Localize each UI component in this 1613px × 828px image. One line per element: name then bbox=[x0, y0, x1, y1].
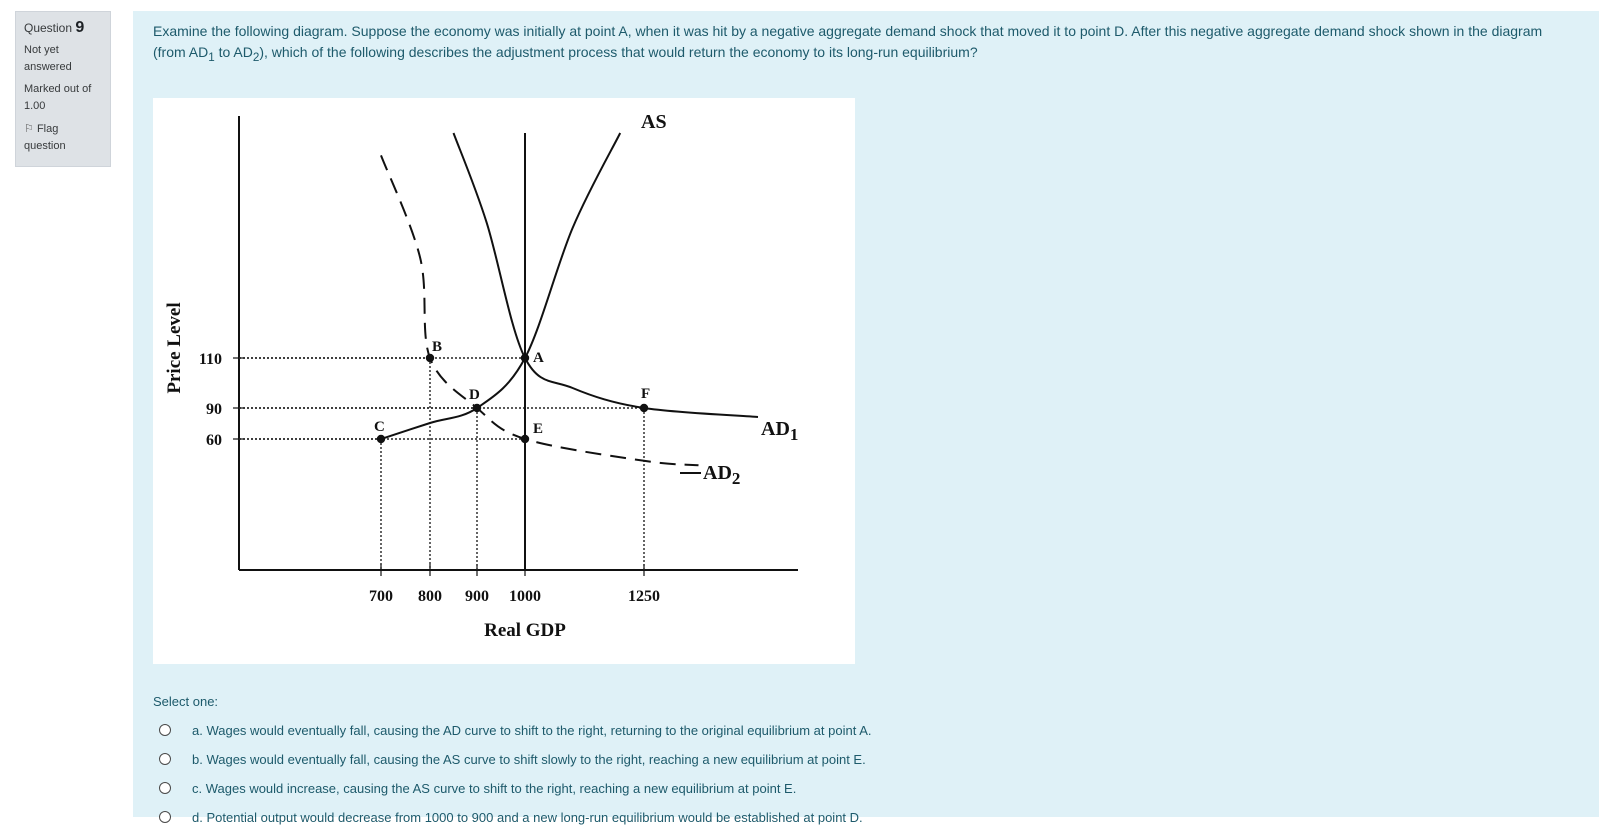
question-status: Not yet answered bbox=[24, 44, 72, 73]
curve-label-ad1: AD1 bbox=[761, 418, 798, 444]
y-tick-label: 110 bbox=[199, 351, 222, 368]
curve-label-as: AS bbox=[641, 111, 667, 133]
question-content: Examine the following diagram. Suppose t… bbox=[133, 11, 1599, 825]
flag-question-button[interactable]: ⚐ Flag question bbox=[24, 121, 102, 155]
answer-option-b-label: b. Wages would eventually fall, causing … bbox=[192, 751, 866, 767]
point-b bbox=[425, 353, 435, 363]
ad-as-diagram: Price Level Real GDP 700 800 900 1000 1250 110 9… bbox=[153, 98, 855, 664]
answer-option-a[interactable]: a. Wages would eventually fall, causing … bbox=[153, 719, 1053, 741]
answer-option-b[interactable]: b. Wages would eventually fall, causing … bbox=[153, 748, 1053, 770]
curve-ad2 bbox=[380, 155, 699, 467]
point-label-f: F bbox=[641, 386, 650, 402]
x-tick-label: 700 bbox=[369, 588, 393, 605]
radio-a[interactable] bbox=[159, 724, 171, 736]
x-tick-label: 1000 bbox=[509, 588, 541, 605]
x-tick-label: 1250 bbox=[628, 588, 660, 605]
curve-label-ad2: AD2 bbox=[703, 462, 740, 488]
point-label-b: B bbox=[432, 339, 442, 355]
radio-b[interactable] bbox=[159, 753, 171, 765]
ad-as-chart: Price Level Real GDP 700 800 900 1000 1250 110 9… bbox=[164, 111, 798, 641]
point-c bbox=[376, 434, 386, 444]
x-tick-label: 800 bbox=[418, 588, 442, 605]
point-label-a: A bbox=[533, 350, 544, 366]
curve-ad1 bbox=[452, 132, 759, 418]
flag-question-label: Flag question bbox=[24, 123, 66, 152]
x-axis-label: Real GDP bbox=[484, 620, 566, 641]
y-axis-label: Price Level bbox=[164, 302, 185, 393]
y-tick-label: 90 bbox=[206, 401, 222, 418]
answer-option-d[interactable]: d. Potential output would decrease from … bbox=[153, 806, 1053, 828]
y-tick-label: 60 bbox=[206, 432, 222, 449]
point-e bbox=[520, 434, 530, 444]
point-label-e: E bbox=[533, 421, 543, 437]
question-grade: Marked out of 1.00 bbox=[24, 83, 92, 112]
flag-icon: ⚐ bbox=[24, 123, 34, 135]
question-info-panel: Question 9 Not yet answered Marked out o… bbox=[15, 11, 111, 167]
answer-option-d-label: d. Potential output would decrease from … bbox=[192, 809, 863, 825]
point-f bbox=[639, 403, 649, 413]
question-number: Question 9 bbox=[24, 19, 85, 36]
x-tick-label: 900 bbox=[465, 588, 489, 605]
point-label-c: C bbox=[374, 419, 385, 435]
answer-option-c[interactable]: c. Wages would increase, causing the AS … bbox=[153, 777, 1053, 799]
radio-d[interactable] bbox=[159, 811, 171, 823]
answer-option-a-label: a. Wages would eventually fall, causing … bbox=[192, 722, 872, 738]
answer-option-c-label: c. Wages would increase, causing the AS … bbox=[192, 780, 797, 796]
radio-c[interactable] bbox=[159, 782, 171, 794]
select-one-prompt: Select one: bbox=[153, 694, 219, 709]
point-d bbox=[472, 403, 482, 413]
curve-as bbox=[380, 132, 622, 440]
point-a bbox=[520, 353, 530, 363]
question-text: Examine the following diagram. Suppose t… bbox=[153, 23, 1543, 64]
point-label-d: D bbox=[469, 387, 480, 403]
